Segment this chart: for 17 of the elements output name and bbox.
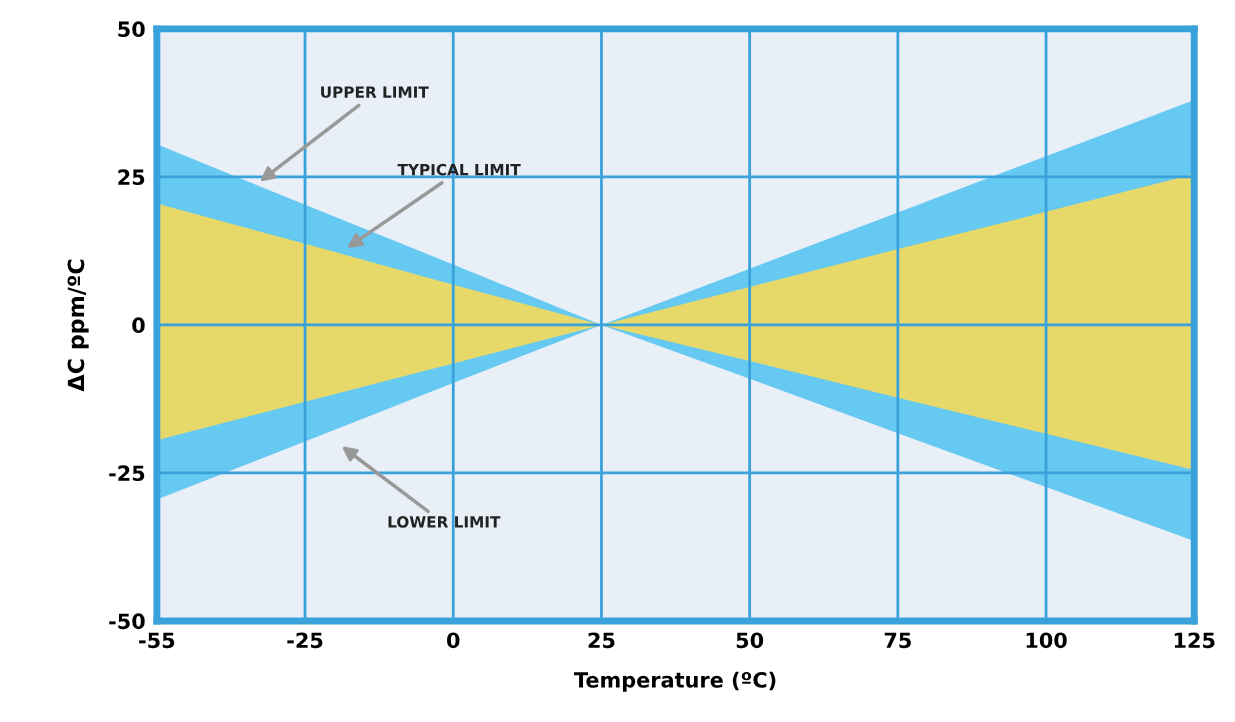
x-tick-label: 75 [884, 632, 911, 649]
y-tick-label: 0 [132, 317, 145, 334]
y-tick-label: 50 [118, 21, 145, 38]
x-axis-title: Temperature (ºC) [574, 671, 776, 692]
x-tick-label: 100 [1026, 632, 1067, 649]
x-tick-label: -25 [287, 632, 323, 649]
y-tick-label: 25 [118, 169, 145, 186]
x-tick-label: 25 [588, 632, 615, 649]
x-tick-label: 50 [736, 632, 764, 649]
y-axis-title: ΔC ppm/ºC [67, 259, 89, 392]
annotation: UPPER LIMIT [321, 86, 429, 98]
x-tick-label: -55 [139, 632, 175, 649]
x-tick-label: 125 [1174, 632, 1215, 649]
y-tick-label: -50 [109, 613, 145, 630]
annotation: LOWER LIMIT [388, 516, 501, 528]
x-tick-label: 0 [446, 632, 460, 649]
y-tick-label: -25 [109, 465, 145, 482]
